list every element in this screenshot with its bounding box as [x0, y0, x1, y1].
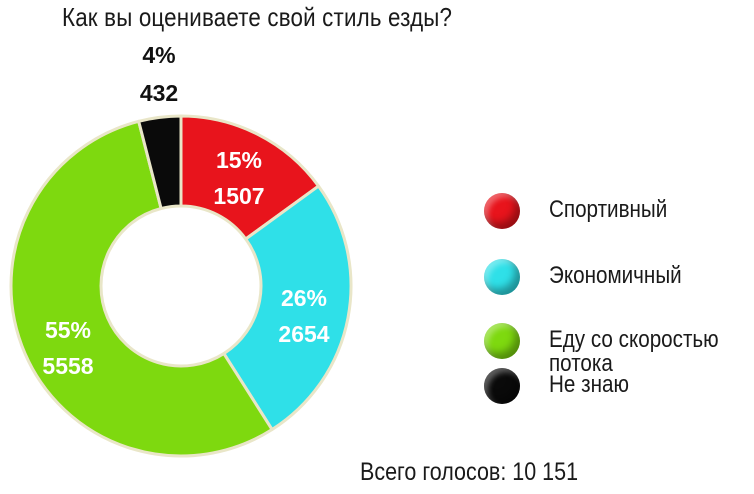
legend-swatch: [484, 323, 520, 359]
legend-label: Еду со скоростью потока: [549, 326, 719, 377]
legend-label: Спортивный: [549, 196, 668, 223]
donut-slice-4: [137, 114, 183, 211]
slice-votes-label: 2654: [278, 321, 329, 347]
legend-item: Еду со скоростью потока: [484, 323, 746, 376]
legend-swatch: [484, 259, 520, 295]
legend-item: Экономичный: [484, 259, 703, 295]
donut-slice-2: [222, 184, 353, 432]
legend-item: Не знаю: [484, 368, 642, 404]
legend-swatch: [484, 193, 520, 229]
slice-votes-label: 1507: [213, 183, 264, 209]
slice-percent-label: 55%: [45, 317, 91, 343]
slice-percent-label: 4%: [142, 42, 175, 68]
slice-votes-label: 5558: [42, 353, 93, 379]
legend-swatch: [484, 368, 520, 404]
total-votes-text: Всего голосов: 10 151: [360, 458, 579, 486]
donut-slice-3: [9, 119, 274, 458]
slice-percent-label: 15%: [216, 147, 262, 173]
legend-label: Не знаю: [549, 371, 629, 398]
legend-label: Экономичный: [549, 262, 682, 289]
slice-votes-label: 432: [140, 80, 178, 106]
chart-title: Как вы оцениваете свой стиль езды?: [62, 2, 453, 32]
legend-item: Спортивный: [484, 193, 687, 229]
slice-percent-label: 26%: [281, 285, 327, 311]
